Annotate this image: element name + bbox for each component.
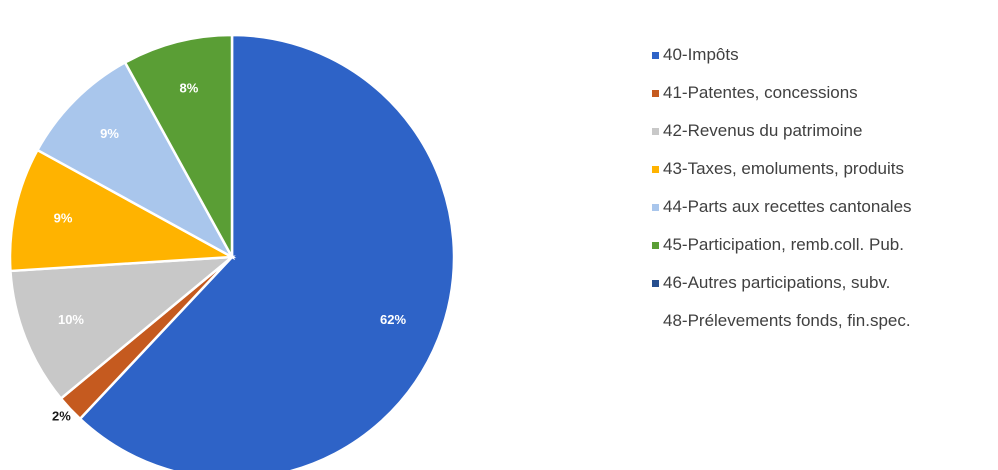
legend-swatch-8 [652, 317, 659, 325]
legend-label-3: 42-Revenus du patrimoine [663, 121, 863, 140]
legend-item-2: 41-Patentes, concessions [652, 74, 912, 112]
chart-legend: 40-Impôts 41-Patentes, concessions 42-Reve… [652, 36, 912, 340]
slice-label-1: 62% [380, 312, 406, 327]
legend-item-3: 42-Revenus du patrimoine [652, 112, 912, 150]
slice-label-5: 9% [100, 126, 119, 141]
slice-label-4: 9% [54, 211, 73, 226]
legend-swatch-5 [652, 203, 659, 211]
legend-label-5: 44-Parts aux recettes cantonales [663, 197, 912, 216]
legend-item-1: 40-Impôts [652, 36, 912, 74]
slice-label-6: 8% [180, 81, 199, 96]
legend-item-6: 45-Participation, remb.coll. Pub. [652, 226, 912, 264]
pie-slice-6 [123, 33, 234, 258]
legend-swatch-1 [652, 51, 659, 59]
pie-slice-3 [9, 255, 236, 401]
pie-slice-1 [78, 33, 456, 470]
legend-swatch-6 [652, 241, 659, 249]
pie-slice-4 [8, 148, 237, 273]
legend-label-6: 45-Participation, remb.coll. Pub. [663, 235, 904, 254]
legend-swatch-3 [652, 127, 659, 135]
legend-item-8: 48-Prélevements fonds, fin.spec. [652, 302, 912, 340]
legend-label-2: 41-Patentes, concessions [663, 83, 858, 102]
legend-item-5: 44-Parts aux recettes cantonales [652, 188, 912, 226]
pie-slice-5 [35, 60, 236, 261]
legend-item-4: 43-Taxes, emoluments, produits [652, 150, 912, 188]
slice-label-3: 10% [58, 312, 84, 327]
legend-label-7: 46-Autres participations, subv. [663, 273, 891, 292]
legend-label-4: 43-Taxes, emoluments, produits [663, 159, 904, 178]
legend-swatch-7 [652, 279, 659, 287]
legend-label-1: 40-Impôts [663, 45, 739, 64]
legend-label-8: 48-Prélevements fonds, fin.spec. [663, 311, 911, 330]
legend-item-7: 46-Autres participations, subv. [652, 264, 912, 302]
legend-swatch-2 [652, 89, 659, 97]
slice-label-2: 2% [52, 409, 71, 424]
legend-swatch-4 [652, 165, 659, 173]
